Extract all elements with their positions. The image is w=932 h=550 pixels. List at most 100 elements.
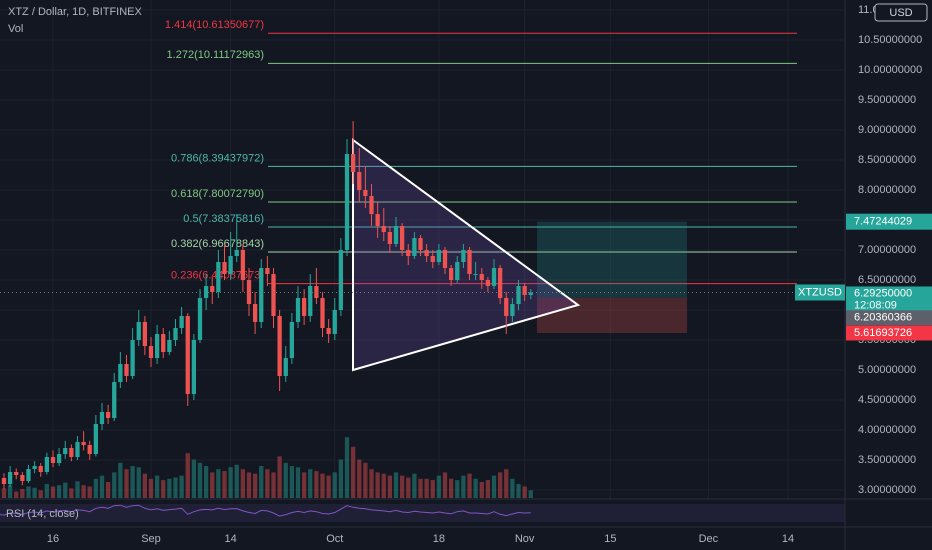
y-tick-label: 8.00000000 <box>858 184 916 196</box>
candle-body <box>326 328 331 335</box>
rsi-line <box>0 504 531 517</box>
volume-bar <box>265 469 270 498</box>
volume-bar <box>173 477 178 498</box>
candle-body <box>234 250 239 257</box>
volume-bar <box>69 488 74 498</box>
symbol: XTZUSD <box>798 286 842 298</box>
volume-bar <box>99 475 105 498</box>
volume-bar <box>283 462 288 498</box>
volume-bar <box>1 488 7 498</box>
volume-bar <box>393 472 399 498</box>
candle-body <box>332 310 337 335</box>
volume-bar <box>473 478 478 498</box>
volume-label: Vol <box>8 23 23 35</box>
price-badge-label: 6.20360366 <box>854 312 912 324</box>
candle-body <box>516 286 521 305</box>
volume-bar <box>81 485 86 498</box>
price-badge <box>846 310 932 326</box>
volume-bar <box>381 473 386 498</box>
fib-label: 0.382(6.96678843) <box>171 238 264 250</box>
countdown: 12:08:09 <box>854 299 897 311</box>
volume-bar <box>63 482 68 498</box>
candle-body <box>479 274 484 281</box>
candle-body <box>154 334 160 359</box>
volume-bar <box>510 478 515 498</box>
candle-body <box>283 358 288 377</box>
candle-body <box>265 268 270 275</box>
candle-body <box>289 322 295 359</box>
volume-bar <box>387 475 393 498</box>
candle-body <box>38 466 43 473</box>
price-badge <box>846 325 932 341</box>
volume-bar <box>308 469 313 498</box>
y-tick-label: 9.00000000 <box>858 124 916 136</box>
volume-bar <box>418 478 423 498</box>
candle-body <box>412 238 417 257</box>
candle-body <box>81 442 86 446</box>
candle-body <box>406 250 411 257</box>
y-tick-label: 9.50000000 <box>858 94 916 106</box>
x-tick-label: Nov <box>515 533 535 545</box>
candle-body <box>357 172 362 191</box>
volume-bar <box>179 475 184 498</box>
price-badge <box>846 213 932 230</box>
candle-body <box>430 256 435 263</box>
volume-bar <box>26 486 31 498</box>
volume-bar <box>314 471 319 498</box>
candle-body <box>467 250 472 275</box>
candle-body <box>363 190 368 197</box>
candle-body <box>216 262 221 293</box>
symbol-badge <box>795 284 845 301</box>
y-tick-label: 7.00000000 <box>858 244 916 256</box>
volume-bar <box>246 472 252 498</box>
candle-body <box>338 250 344 311</box>
volume-bar <box>448 478 454 498</box>
candle-body <box>436 250 442 263</box>
currency[interactable]: USD <box>889 7 912 19</box>
volume-bar <box>56 485 62 498</box>
volume-bar <box>240 469 246 498</box>
volume-bar <box>105 482 111 498</box>
candle-body <box>1 478 7 485</box>
candle-body <box>87 445 92 455</box>
chart-title: XTZ / Dollar, 1D, BITFINEX <box>8 6 143 18</box>
volume-bar <box>197 462 203 498</box>
fib-label: 0.618(7.80072790) <box>171 188 264 200</box>
candle-body <box>93 424 99 455</box>
x-tick-label: 15 <box>604 533 616 545</box>
candle-body <box>461 250 466 263</box>
candle-body <box>203 286 209 299</box>
candle-body <box>259 268 264 323</box>
candle-body <box>173 328 178 341</box>
candle-body <box>20 475 25 482</box>
candle-body <box>228 256 233 275</box>
fib-label: 0.786(8.39437972) <box>171 152 264 164</box>
volume-bar <box>20 489 25 498</box>
candle-body <box>240 250 246 281</box>
candle-body <box>167 340 172 353</box>
volume-bar <box>406 477 411 498</box>
volume-bar <box>118 462 123 498</box>
fib-label: 1.272(10.11172963) <box>167 49 264 61</box>
y-tick-label: 3.00000000 <box>858 484 916 496</box>
volume-bar <box>167 478 172 498</box>
candle-body <box>528 292 533 296</box>
x-tick-label: 14 <box>224 533 236 545</box>
volume-bar <box>326 475 331 498</box>
volume-bar <box>350 446 356 498</box>
volume-bar <box>216 469 221 498</box>
candle-body <box>130 340 135 377</box>
volume-bar <box>124 469 129 498</box>
rsi-label: RSI (14, close) <box>6 508 79 520</box>
candle-body <box>26 469 31 482</box>
volume-bar <box>228 467 233 498</box>
volume-bar <box>161 480 166 498</box>
currency-button[interactable] <box>874 3 928 22</box>
x-tick-label: Sep <box>141 533 161 545</box>
volume-bar <box>491 475 497 498</box>
candle-body <box>424 250 429 257</box>
candle-body <box>301 298 307 317</box>
candle-body <box>14 472 19 476</box>
candle-body <box>418 238 423 251</box>
